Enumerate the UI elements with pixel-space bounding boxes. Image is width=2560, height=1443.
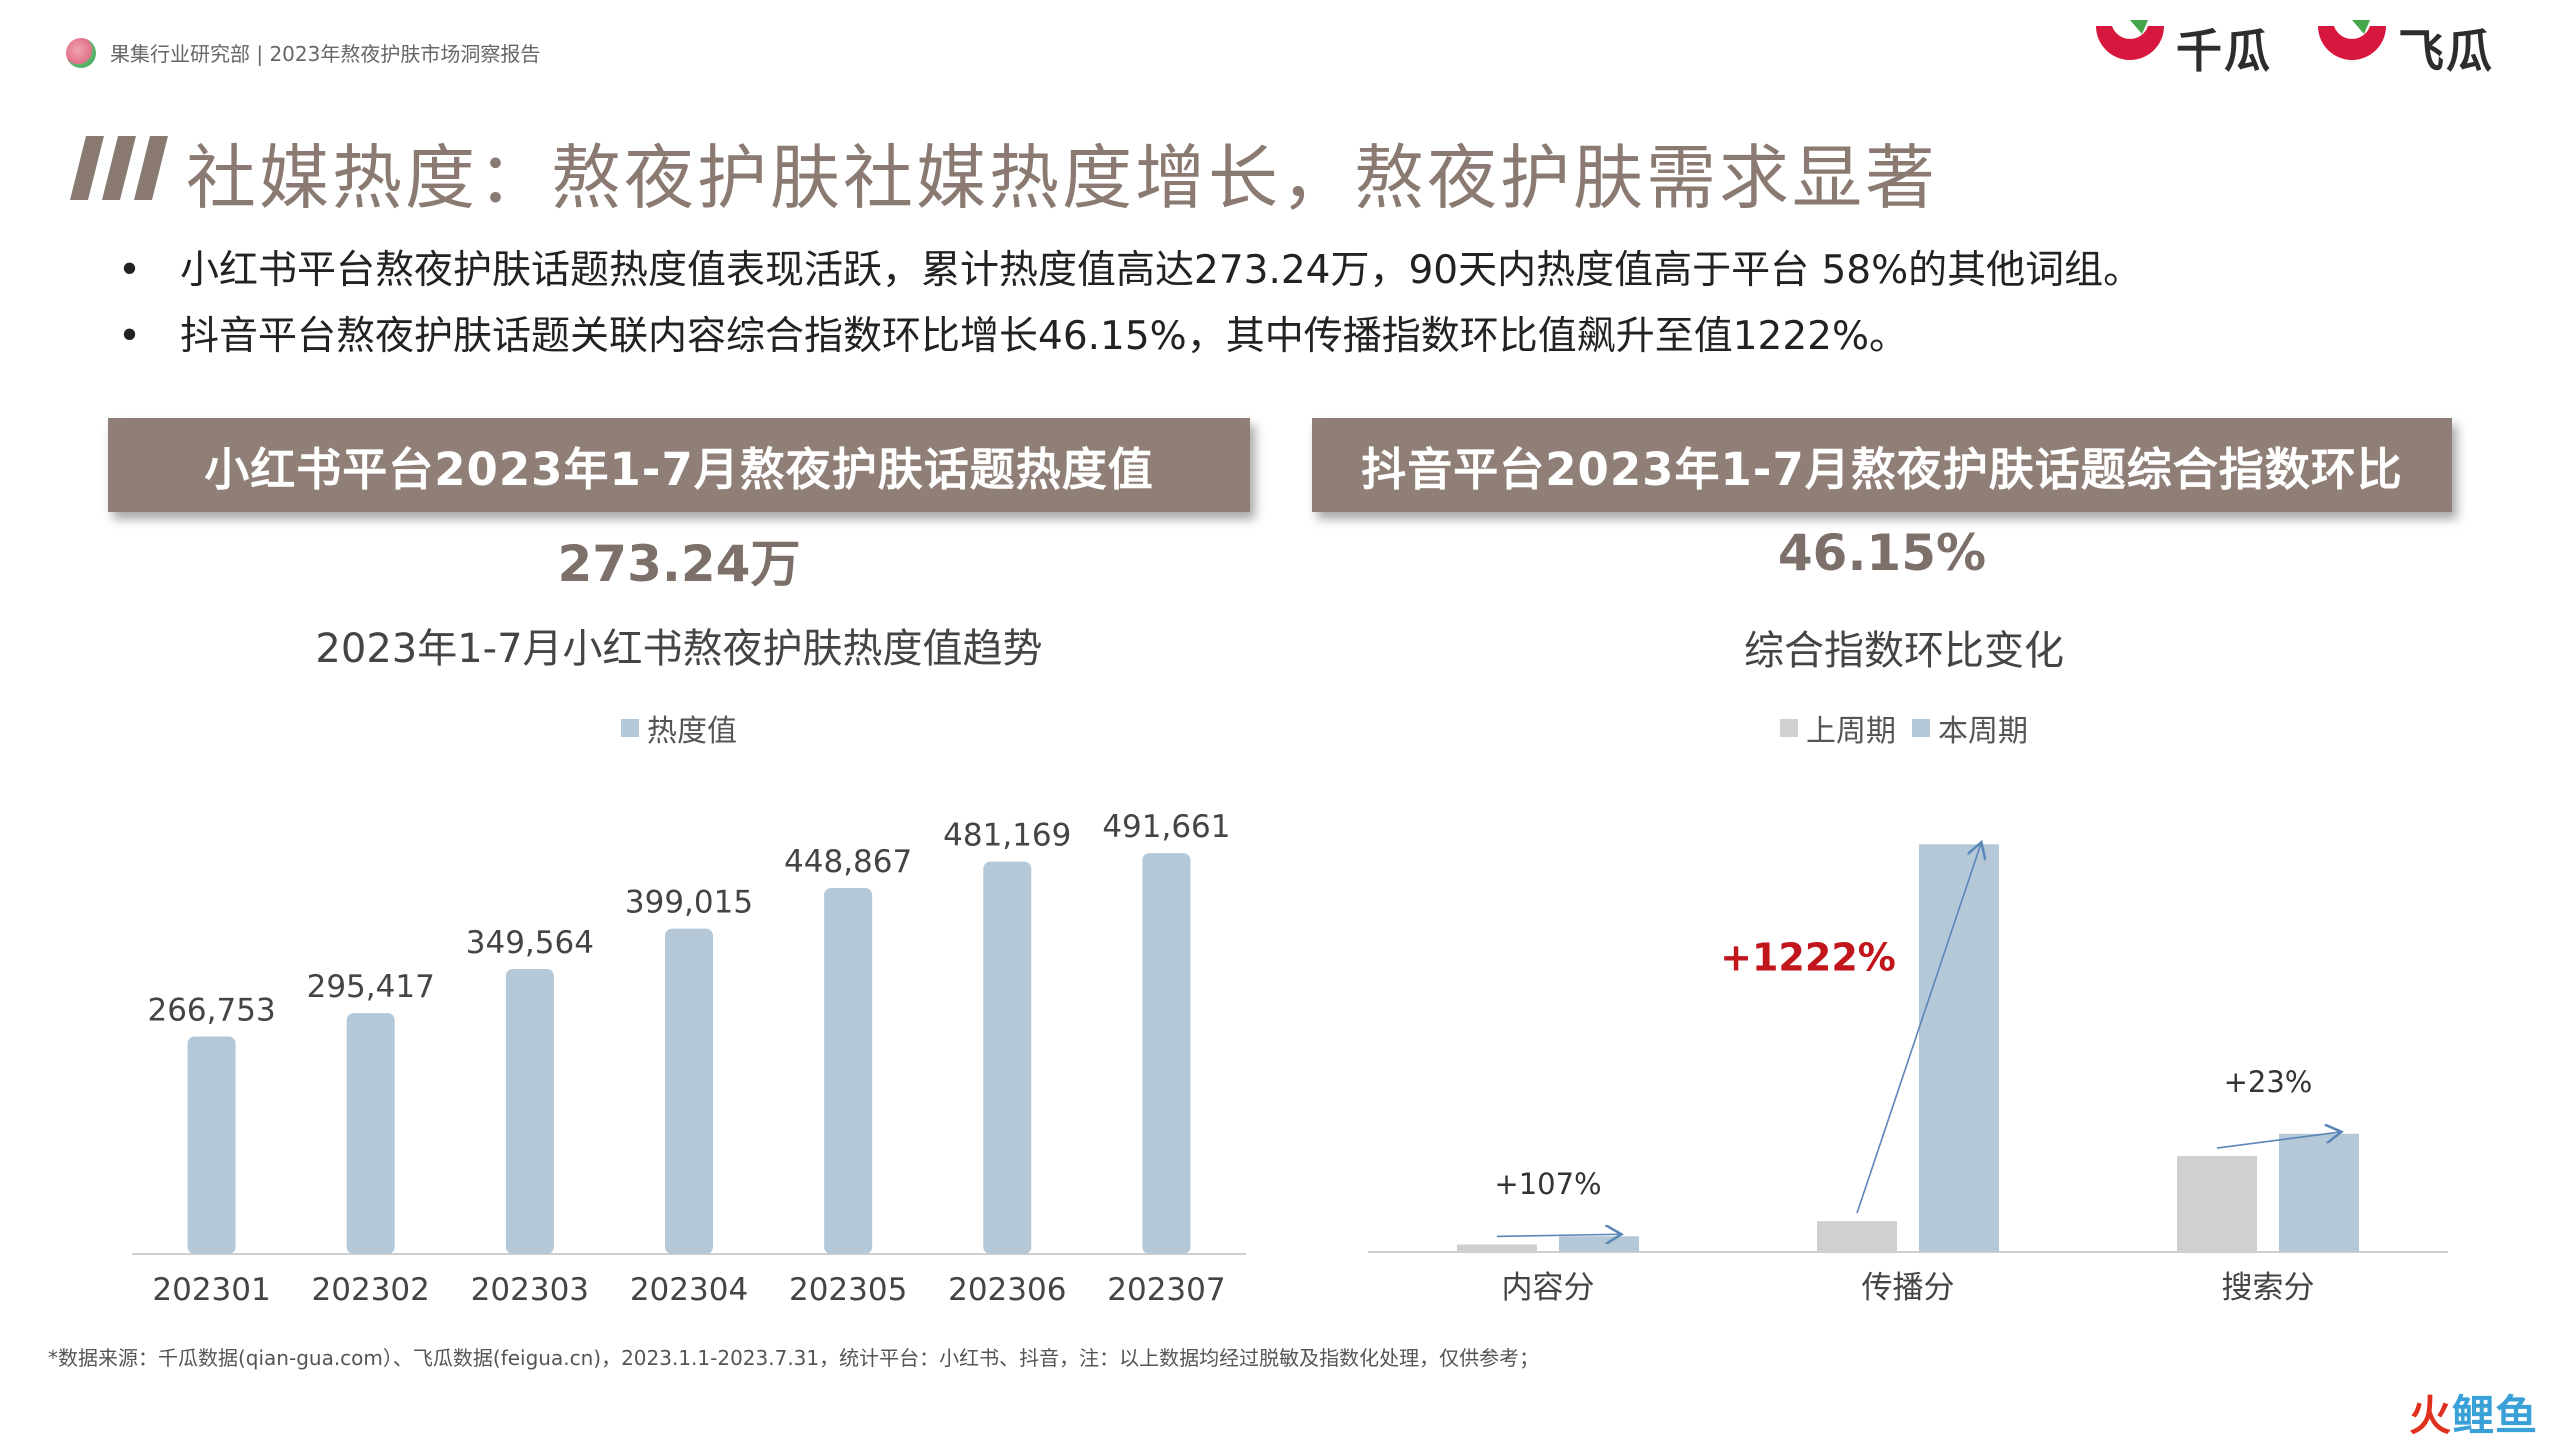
bar-curr-搜索分 xyxy=(2279,1133,2359,1252)
x-tick-label: 202304 xyxy=(630,1272,748,1308)
index-bar-chart: +107% 内容分 +1222% 传播分 +23% 搜索分 xyxy=(1368,790,2448,1306)
growth-arrow xyxy=(2216,1132,2341,1149)
feigua-logo-icon xyxy=(2312,16,2392,80)
left-panel-banner: 小红书平台2023年1-7月熬夜护肤话题热度值 xyxy=(108,418,1250,512)
data-label: 349,564 xyxy=(466,925,594,961)
bullet-item: • 抖音平台熬夜护肤话题关联内容综合指数环比增长46.15%，其中传播指数环比值… xyxy=(118,304,2498,370)
data-label: 491,661 xyxy=(1102,809,1230,845)
bar-202306 xyxy=(983,861,1032,1254)
brand-name-feigua: 飞瓜 xyxy=(2398,24,2494,78)
x-tick-label: 202306 xyxy=(948,1272,1066,1308)
right-panel-banner: 抖音平台2023年1-7月熬夜护肤话题综合指数环比 xyxy=(1312,418,2452,512)
bullet-dot: • xyxy=(118,248,142,293)
x-tick-label: 传播分 xyxy=(1862,1270,1955,1306)
legend-swatch xyxy=(621,719,639,737)
x-tick-label: 202302 xyxy=(312,1272,430,1308)
growth-annotation: +107% xyxy=(1494,1167,1601,1201)
bar-202301 xyxy=(187,1036,236,1254)
report-logo-icon xyxy=(66,38,96,68)
corner-brand-text: 火鲤鱼 xyxy=(2408,1391,2538,1440)
x-tick-label: 搜索分 xyxy=(2222,1270,2315,1306)
legend-item-prev: 上周期 xyxy=(1780,706,1896,750)
right-big-number: 46.15% xyxy=(1777,524,1987,582)
right-chart-title: 综合指数环比变化 xyxy=(1744,628,2064,674)
growth-annotation: +23% xyxy=(2224,1065,2313,1099)
data-label: 448,867 xyxy=(784,844,912,880)
x-tick-label: 内容分 xyxy=(1502,1270,1595,1306)
legend-swatch xyxy=(1780,719,1798,737)
legend-item-heat: 热度值 xyxy=(621,706,737,750)
bar-202305 xyxy=(824,888,873,1254)
data-label: 481,169 xyxy=(943,818,1071,854)
bar-curr-内容分 xyxy=(1559,1236,1639,1252)
corner-brand-logo: 火鲤鱼 xyxy=(2409,1382,2538,1443)
bar-202302 xyxy=(346,1013,395,1254)
data-label: 399,015 xyxy=(625,885,753,921)
bar-prev-搜索分 xyxy=(2177,1156,2257,1252)
header-breadcrumb: 果集行业研究部 | 2023年熬夜护肤市场洞察报告 xyxy=(110,42,541,66)
brand-qiangua: 千瓜 xyxy=(2090,16,2272,80)
bullet-text: 小红书平台熬夜护肤话题热度值表现活跃，累计热度值高达273.24万，90天内热度… xyxy=(180,248,2143,293)
bar-prev-传播分 xyxy=(1817,1221,1897,1252)
bar-prev-内容分 xyxy=(1457,1244,1537,1252)
legend-label: 本周期 xyxy=(1938,714,2028,749)
legend-item-curr: 本周期 xyxy=(1912,706,2028,750)
growth-annotation: +1222% xyxy=(1720,936,1896,980)
x-tick-label: 202307 xyxy=(1107,1272,1225,1308)
left-chart-legend: 热度值 xyxy=(108,706,1250,750)
brand-feigua: 飞瓜 xyxy=(2312,16,2494,80)
heat-bar-chart: 266,753 202301 295,417 202302 349,564 202303 3… xyxy=(132,809,1246,1308)
bullet-dot: • xyxy=(118,314,142,359)
bar-202304 xyxy=(665,928,713,1254)
summary-bullets: • 小红书平台熬夜护肤话题热度值表现活跃，累计热度值高达273.24万，90天内… xyxy=(118,238,2498,370)
legend-label: 热度值 xyxy=(647,714,737,749)
data-label: 295,417 xyxy=(307,969,435,1005)
x-tick-label: 202303 xyxy=(471,1272,589,1308)
x-tick-label: 202305 xyxy=(789,1272,907,1308)
qiangua-logo-icon xyxy=(2090,16,2170,80)
bar-202303 xyxy=(505,968,554,1254)
left-chart-title: 2023年1-7月小红书熬夜护肤热度值趋势 xyxy=(315,626,1043,672)
title-decoration-bars xyxy=(70,136,168,200)
x-tick-label: 202301 xyxy=(152,1272,270,1308)
legend-label: 上周期 xyxy=(1806,714,1896,749)
data-label: 266,753 xyxy=(147,992,275,1028)
bar-curr-传播分 xyxy=(1919,844,1999,1252)
growth-arrow xyxy=(1856,842,1981,1214)
bar-202307 xyxy=(1142,853,1191,1254)
legend-swatch xyxy=(1912,719,1930,737)
bullet-item: • 小红书平台熬夜护肤话题热度值表现活跃，累计热度值高达273.24万，90天内… xyxy=(118,238,2498,304)
left-big-number: 273.24万 xyxy=(557,535,801,593)
page-title: 社媒热度：熬夜护肤社媒热度增长，熬夜护肤需求显著 xyxy=(186,137,1938,219)
data-source-footnote: *数据来源：千瓜数据(qian-gua.com）、飞瓜数据(feigua.cn)… xyxy=(48,1346,1540,1370)
right-chart-legend: 上周期 本周期 xyxy=(1312,706,2496,750)
growth-arrow xyxy=(1496,1234,1621,1236)
brand-name-qiangua: 千瓜 xyxy=(2176,24,2272,78)
bullet-text: 抖音平台熬夜护肤话题关联内容综合指数环比增长46.15%，其中传播指数环比值飙升… xyxy=(180,314,1909,359)
